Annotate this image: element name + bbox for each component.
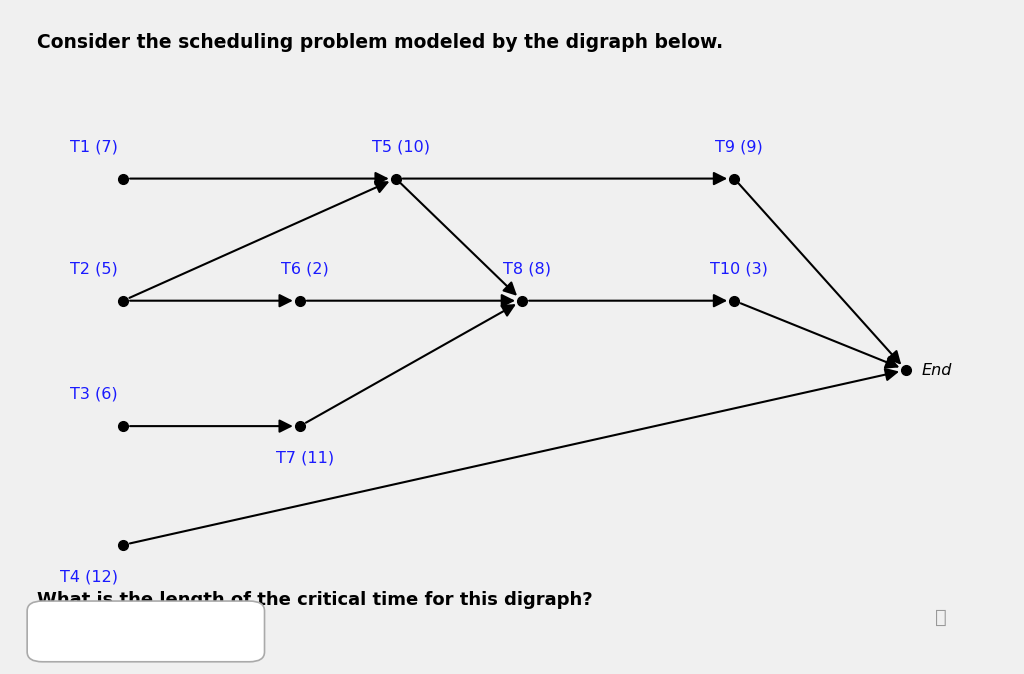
Text: End: End — [922, 363, 951, 377]
Text: T3 (6): T3 (6) — [71, 387, 118, 402]
Text: T9 (9): T9 (9) — [716, 140, 763, 154]
Text: T6 (2): T6 (2) — [281, 262, 329, 276]
Text: Consider the scheduling problem modeled by the digraph below.: Consider the scheduling problem modeled … — [37, 33, 723, 53]
Text: T7 (11): T7 (11) — [275, 450, 334, 465]
Text: T4 (12): T4 (12) — [60, 569, 118, 584]
Text: T8 (8): T8 (8) — [503, 262, 551, 276]
Text: T5 (10): T5 (10) — [372, 140, 430, 154]
Text: T10 (3): T10 (3) — [711, 262, 768, 276]
Text: ⌕: ⌕ — [935, 608, 947, 627]
FancyBboxPatch shape — [28, 601, 264, 662]
Text: T2 (5): T2 (5) — [71, 262, 118, 276]
Text: T1 (7): T1 (7) — [71, 140, 118, 154]
Text: What is the length of the critical time for this digraph?: What is the length of the critical time … — [37, 591, 593, 609]
